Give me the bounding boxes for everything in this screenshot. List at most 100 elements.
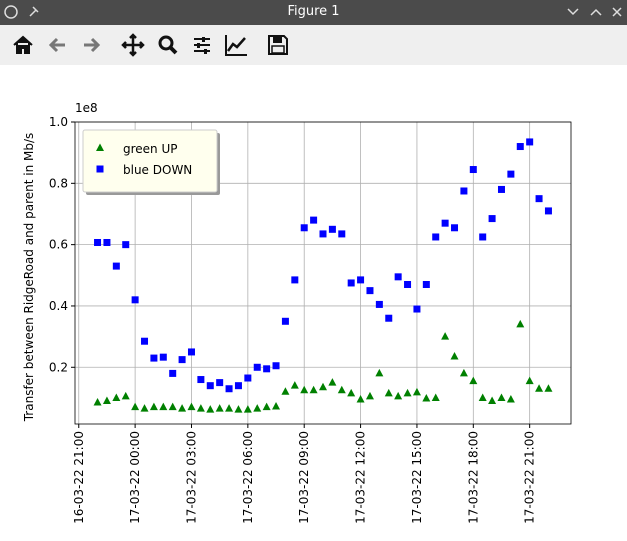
data-point xyxy=(244,374,252,382)
data-point xyxy=(328,378,337,386)
data-point xyxy=(394,391,403,400)
legend-label: green UP xyxy=(123,142,178,156)
data-point xyxy=(319,230,327,238)
data-point xyxy=(479,233,487,241)
data-point xyxy=(403,388,412,397)
data-point xyxy=(150,354,158,362)
data-point xyxy=(206,405,215,413)
data-point xyxy=(385,314,393,322)
x-tick-label: 17-03-22 00:00 xyxy=(128,431,142,524)
data-point xyxy=(478,393,487,401)
data-point xyxy=(441,219,449,227)
toolbar xyxy=(0,25,627,65)
data-point xyxy=(469,166,477,174)
data-point xyxy=(507,170,515,178)
data-point xyxy=(384,388,393,397)
data-point xyxy=(535,195,543,203)
data-point xyxy=(469,376,478,385)
data-point xyxy=(488,396,497,405)
plot-frame xyxy=(74,121,572,425)
data-point xyxy=(131,402,140,411)
data-point xyxy=(290,381,299,389)
data-point xyxy=(412,387,421,396)
legend-marker xyxy=(96,165,104,173)
x-tick-label: 17-03-22 18:00 xyxy=(466,431,480,524)
data-point xyxy=(225,404,234,412)
data-point xyxy=(178,404,187,412)
data-point xyxy=(121,391,130,400)
y-tick-label: 0.8 xyxy=(49,176,68,190)
x-tick-label: 17-03-22 15:00 xyxy=(410,431,424,524)
data-point xyxy=(149,402,158,411)
legend-marker xyxy=(96,143,104,151)
data-point xyxy=(375,300,383,308)
data-point xyxy=(309,385,318,394)
data-point xyxy=(169,369,177,377)
data-point xyxy=(347,279,355,287)
data-point xyxy=(431,393,440,401)
forward-button[interactable] xyxy=(78,32,104,58)
data-point xyxy=(357,276,365,284)
data-point xyxy=(234,405,243,413)
back-button[interactable] xyxy=(45,32,71,58)
x-tick-label: 17-03-22 09:00 xyxy=(297,431,311,524)
zoom-button[interactable] xyxy=(155,32,181,58)
data-point xyxy=(131,296,139,304)
pan-button[interactable] xyxy=(120,32,146,58)
y-tick-label: 0.6 xyxy=(49,238,68,252)
data-point xyxy=(356,394,365,403)
data-point xyxy=(102,396,111,405)
data-point xyxy=(535,384,544,392)
configure-button[interactable] xyxy=(189,32,215,58)
data-point xyxy=(234,382,242,390)
data-point xyxy=(337,385,346,394)
data-point xyxy=(544,207,552,215)
data-point xyxy=(497,185,505,193)
data-point xyxy=(253,363,261,371)
data-point xyxy=(338,230,346,238)
window-title: Figure 1 xyxy=(287,4,340,19)
data-point xyxy=(459,368,468,377)
edit-axis-button[interactable] xyxy=(223,32,249,58)
data-point xyxy=(253,404,262,412)
data-point xyxy=(365,391,374,400)
data-point xyxy=(460,187,468,195)
maximize[interactable] xyxy=(590,8,602,16)
data-point xyxy=(422,394,431,402)
data-point xyxy=(178,356,186,364)
data-point xyxy=(159,402,168,411)
data-point xyxy=(141,337,149,345)
data-point xyxy=(366,287,374,295)
data-point xyxy=(451,224,459,232)
data-point xyxy=(300,385,309,394)
data-point xyxy=(404,280,412,288)
x-tick-label: 16-03-22 21:00 xyxy=(72,431,86,524)
data-point xyxy=(215,404,224,412)
data-point xyxy=(206,382,214,390)
data-point xyxy=(140,404,149,412)
data-point xyxy=(187,402,196,411)
save-button[interactable] xyxy=(265,32,291,58)
x-tick-label: 17-03-22 06:00 xyxy=(241,431,255,524)
data-point xyxy=(347,388,356,397)
data-point xyxy=(375,368,384,377)
close[interactable] xyxy=(612,7,622,17)
x-tick-label: 17-03-22 12:00 xyxy=(354,431,368,524)
data-point xyxy=(432,233,440,241)
data-point xyxy=(159,353,167,361)
x-tick-label: 17-03-22 03:00 xyxy=(184,431,198,524)
data-point xyxy=(300,224,308,232)
data-point xyxy=(225,385,233,393)
minimize[interactable] xyxy=(567,8,579,16)
data-point xyxy=(243,405,252,413)
data-point xyxy=(291,276,299,284)
data-point xyxy=(216,379,224,387)
y-tick-label: 0.2 xyxy=(49,360,68,374)
data-point xyxy=(197,376,205,384)
data-point xyxy=(168,402,177,411)
data-point xyxy=(394,273,402,281)
title-bar: Figure 1 xyxy=(0,0,627,25)
data-point xyxy=(263,365,271,373)
home-button[interactable] xyxy=(10,32,36,58)
